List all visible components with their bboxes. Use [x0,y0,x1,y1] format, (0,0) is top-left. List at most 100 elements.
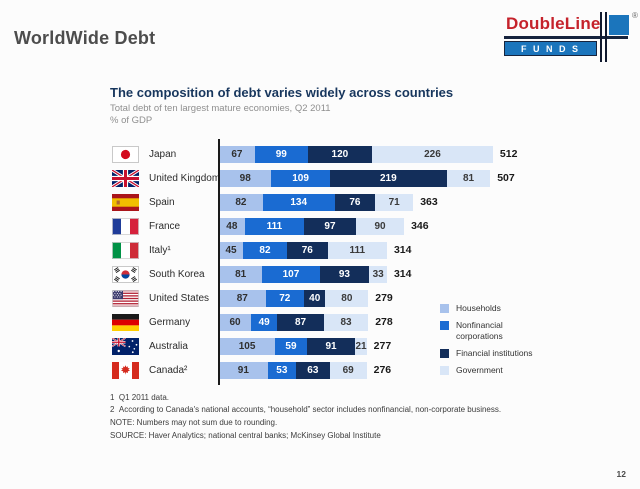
country-label: Australia [149,340,188,352]
logo-wordmark: DoubleLine [506,14,601,33]
bar-segment-nonfinancial-corporations: 109 [271,169,330,187]
bar-segment-financial-institutions: 93 [319,265,370,283]
bar-segment-households: 48 [219,217,245,235]
bar-segment-households: 87 [219,289,266,307]
kr-flag-icon [112,265,139,283]
fr-flag-icon [112,217,139,235]
bar-segment-nonfinancial-corporations: 59 [275,337,307,355]
bar-segment-financial-institutions: 63 [296,361,330,379]
bar-segment-nonfinancial-corporations: 107 [262,265,320,283]
total-label: 314 [393,268,412,280]
footnotes: 1 Q1 2011 data. 2 According to Canada's … [110,393,501,443]
it-flag-icon [112,241,139,259]
country-label: Spain [149,196,175,208]
bar-segment-financial-institutions: 40 [304,289,326,307]
es-flag-icon [112,193,139,211]
bar-segment-nonfinancial-corporations: 99 [254,145,308,163]
chart-subtitle: Total debt of ten largest mature economi… [110,103,331,114]
legend-item: Nonfinancial corporations [440,320,534,342]
country-label: South Korea [149,268,205,280]
stacked-bar: 60 49 87 83 [219,313,369,331]
page-number: 12 [616,469,626,479]
total-label: 507 [497,172,515,184]
footnote-source: SOURCE: Haver Analytics; national centra… [110,431,381,440]
table-row: United Kingdom 98 109 219 81 507 [110,166,635,190]
total-label: 314 [393,244,412,256]
country-label: United Kingdom [149,172,221,184]
bar-segment-households: 98 [219,169,272,187]
country-label: Japan [149,148,177,160]
bar-segment-financial-institutions: 97 [304,217,356,235]
stacked-bar: 45 82 76 111 [219,241,387,259]
bar-segment-government: 226 [371,145,493,163]
bar-segment-nonfinancial-corporations: 72 [265,289,305,307]
bar-segment-government: 81 [446,169,491,187]
registered-trademark: ® [632,11,638,20]
table-row: France 48 111 97 90 346 [110,214,635,238]
table-row: Australia 105 59 91 21 277 [110,334,635,358]
logo-double-line-icon [605,12,607,62]
country-label: Germany [149,316,191,328]
logo-square-icon [609,15,629,35]
bar-segment-government: 111 [327,241,387,259]
au-flag-icon [112,337,139,355]
legend-label: Financial institutions [456,348,533,359]
bar-segment-nonfinancial-corporations: 82 [243,241,287,259]
country-label: Canada² [149,364,188,376]
legend-swatch-financial-institutions [440,349,449,359]
bar-segment-government: 33 [369,265,387,283]
bar-segment-financial-institutions: 219 [329,169,447,187]
table-row: Italy¹ 45 82 76 111 314 [110,238,635,262]
table-row: Spain 82 134 76 71 363 [110,190,635,214]
bar-segment-government: 69 [329,361,367,379]
bar-segment-financial-institutions: 87 [277,313,324,331]
bar-segment-government: 83 [323,313,369,331]
legend-swatch-government [440,366,449,376]
bar-segment-households: 81 [219,265,263,283]
bar-segment-government: 21 [355,337,367,355]
bar-segment-government: 71 [375,193,414,211]
bar-segment-households: 82 [219,193,263,211]
bar-segment-financial-institutions: 76 [286,241,328,259]
table-row: Canada² 91 53 63 69 276 [110,358,635,382]
table-row: United States 87 72 40 80 279 [110,286,635,310]
country-label: Italy¹ [149,244,171,256]
page-title: WorldWide Debt [14,28,156,48]
table-row: Japan 67 99 120 226 512 [110,142,635,166]
legend-label: Government [456,365,503,376]
logo-funds-bar: F U N D S [504,41,597,56]
legend-label: Households [456,303,501,313]
bar-segment-nonfinancial-corporations: 111 [244,217,305,235]
stacked-bar: 87 72 40 80 [219,289,369,307]
stacked-bar: 98 109 219 81 [219,169,491,187]
footnote-2: 2 According to Canada's national account… [110,405,502,414]
us-flag-icon [112,289,139,307]
doubleline-logo: DoubleLine F U N D S ® [502,11,640,63]
bar-segment-government: 90 [355,217,405,235]
legend-swatch-households [440,304,449,313]
stacked-bar: 48 111 97 90 [219,217,405,235]
legend-swatch-nonfinancial-corporations [440,321,449,331]
bar-segment-households: 91 [219,361,268,379]
legend-label: Nonfinancial corporations [456,320,503,342]
total-label: 277 [373,340,392,352]
bar-segment-nonfinancial-corporations: 49 [251,313,278,331]
bar-segment-households: 67 [219,145,255,163]
total-label: 346 [411,220,429,232]
bar-segment-nonfinancial-corporations: 134 [262,193,335,211]
table-row: Germany 60 49 87 83 278 [110,310,635,334]
stacked-bar: 91 53 63 69 [219,361,367,379]
gb-flag-icon [112,169,139,187]
legend-item: Financial institutions [440,348,534,359]
stacked-bar: 67 99 120 226 [219,145,493,163]
chart-rows: Japan 67 99 120 226 512 United Kingdom 98 109 219… [110,139,635,385]
legend-item: Households [440,303,534,314]
chart-unit-label: % of GDP [110,115,153,126]
country-label: United States [149,292,210,304]
total-label: 278 [375,316,393,328]
total-label: 279 [375,292,393,304]
logo-rule [504,36,628,39]
total-label: 276 [373,364,392,376]
bar-segment-financial-institutions: 91 [306,337,356,355]
